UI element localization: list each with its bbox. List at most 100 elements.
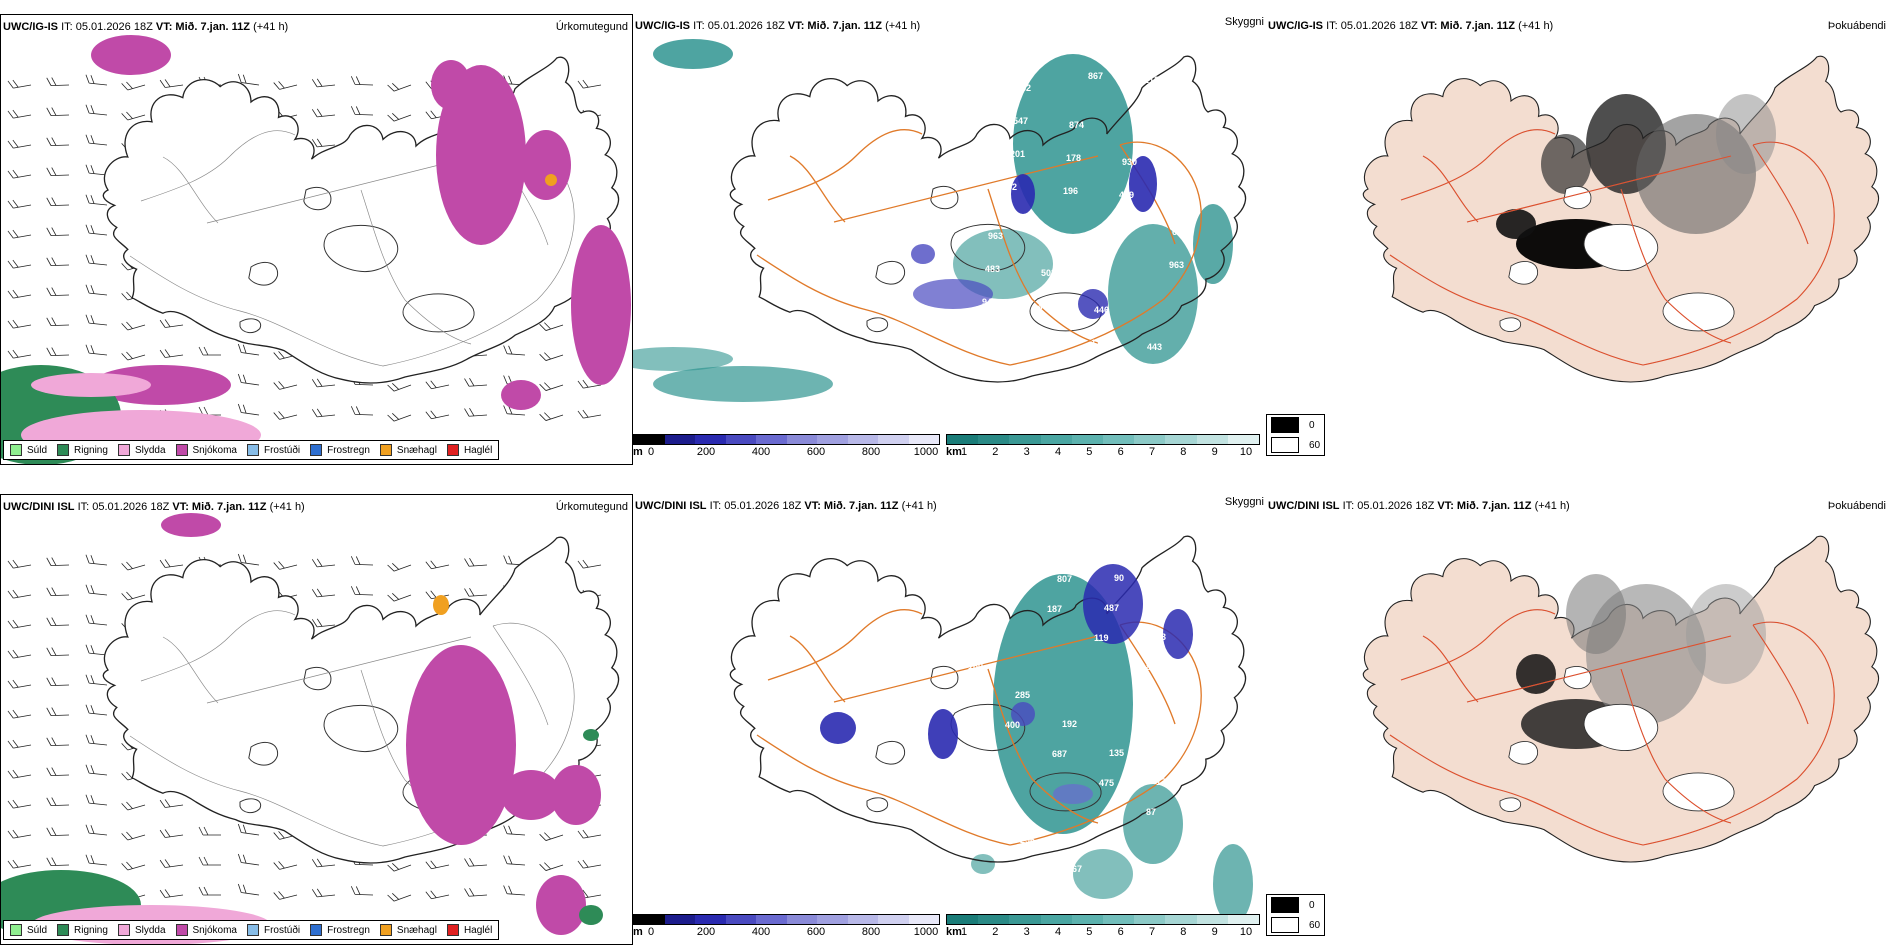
fog-area bbox=[1516, 654, 1556, 694]
legend-swatch bbox=[175, 924, 188, 936]
data-area bbox=[521, 130, 571, 200]
visibility-label: 244 bbox=[973, 806, 988, 816]
legend-swatch bbox=[246, 444, 259, 456]
cloud-key-label: 60 bbox=[1309, 439, 1321, 451]
wind-barb bbox=[464, 858, 488, 867]
colorbar-tick: 0 bbox=[647, 446, 655, 458]
colorbar-tick: 1 bbox=[960, 926, 968, 938]
colorbar-tick: 1000 bbox=[913, 926, 939, 938]
colorbar-unit: m bbox=[633, 926, 643, 938]
wind-barb bbox=[46, 197, 70, 207]
visibility-label: 209 bbox=[1197, 112, 1212, 122]
wind-barb bbox=[85, 854, 108, 866]
visibility-label: 296 bbox=[1020, 835, 1035, 845]
wind-barb bbox=[121, 81, 146, 91]
wind-barb bbox=[503, 405, 526, 416]
precip-legend: Súld Rigning Slydda Snjókoma Frostúði Frostre… bbox=[3, 920, 500, 940]
wind-barb bbox=[46, 227, 70, 237]
data-area bbox=[928, 709, 958, 759]
cloud-key-swatch bbox=[1271, 917, 1299, 933]
legend-item: Frostregn bbox=[310, 924, 370, 936]
panel-header: UWC/DINI ISL IT: 05.01.2026 18Z VT: Mið.… bbox=[1268, 500, 1570, 512]
visibility-label: 487 bbox=[1104, 603, 1119, 613]
wind-barb bbox=[7, 829, 32, 839]
colorbar-tick: 8 bbox=[1180, 926, 1187, 938]
wind-barb bbox=[311, 378, 336, 388]
legend-item: Snjókoma bbox=[175, 444, 237, 456]
colorbar-tick: 9 bbox=[1211, 446, 1218, 458]
colorbar-tick: 3 bbox=[1023, 446, 1030, 458]
wind-barb bbox=[159, 319, 184, 328]
fog-panel-top: UWC/IG-IS IT: 05.01.2026 18Z VT: Mið. 7.… bbox=[1266, 14, 1900, 465]
colorbar-tick: 1000 bbox=[913, 446, 939, 458]
wind-barb bbox=[121, 321, 146, 331]
visibility-label: 962 bbox=[1016, 83, 1031, 93]
visibility-label: 814 bbox=[1035, 334, 1050, 344]
wind-barb bbox=[425, 890, 450, 900]
data-area bbox=[501, 770, 561, 820]
wind-barb bbox=[237, 553, 260, 566]
wind-barb bbox=[350, 886, 374, 896]
cloud-key-swatch bbox=[1271, 897, 1299, 913]
wind-barb bbox=[237, 403, 260, 416]
visibility-label: 19 bbox=[1161, 602, 1171, 612]
wind-barb bbox=[503, 855, 526, 866]
legend-item: Snjókoma bbox=[175, 924, 237, 936]
wind-barb bbox=[539, 352, 564, 361]
visibility-label: 483 bbox=[985, 264, 1000, 274]
wind-barb bbox=[350, 106, 374, 116]
visibility-label: 983 bbox=[963, 46, 978, 56]
colorbar-tick: 600 bbox=[806, 446, 826, 458]
wind-barb bbox=[7, 799, 32, 809]
wind-barb bbox=[539, 322, 564, 331]
wind-barb bbox=[159, 889, 184, 898]
visibility-label: 95 bbox=[1194, 145, 1204, 155]
visibility-label: 489 bbox=[1119, 190, 1134, 200]
colorbar-unit: m bbox=[633, 446, 643, 458]
colorbar-tick: 0 bbox=[647, 926, 655, 938]
visibility-label: 411 bbox=[1010, 865, 1025, 875]
legend-swatch bbox=[446, 444, 459, 456]
wind-barb bbox=[503, 345, 526, 356]
colorbar-segment bbox=[817, 915, 848, 924]
legend-label: Slydda bbox=[134, 924, 166, 936]
wind-barb bbox=[46, 827, 70, 837]
data-area bbox=[536, 875, 586, 935]
cloud-key-item: 0 bbox=[1267, 895, 1324, 915]
precip-legend: Súld Rigning Slydda Snjókoma Frostúði Frostre… bbox=[3, 440, 500, 460]
wind-barb bbox=[46, 677, 70, 687]
wind-barb bbox=[46, 167, 70, 177]
cloud-key-swatch bbox=[1271, 417, 1299, 433]
colorbar-tick: 800 bbox=[861, 926, 881, 938]
colorbar-segment bbox=[817, 435, 848, 444]
wind-barb bbox=[464, 588, 488, 597]
data-area bbox=[971, 854, 995, 874]
colorbar-segment bbox=[634, 435, 665, 444]
colorbar-tick: 10 bbox=[1239, 446, 1253, 458]
legend-item: Snæhagl bbox=[379, 924, 437, 936]
wind-barb bbox=[46, 707, 70, 717]
legend-label: Haglél bbox=[463, 924, 493, 936]
colorbar-segment bbox=[1165, 915, 1197, 924]
wind-barb bbox=[159, 349, 184, 358]
wind-barb bbox=[85, 644, 108, 656]
legend-label: Snjókoma bbox=[192, 924, 237, 936]
fog-area bbox=[1541, 134, 1591, 194]
visibility-label: 930 bbox=[1122, 157, 1137, 167]
wind-barb bbox=[7, 769, 32, 779]
data-area bbox=[571, 225, 631, 385]
colorbar-tick: 6 bbox=[1117, 926, 1124, 938]
wind-barb bbox=[85, 704, 108, 716]
colorbar-tick: 7 bbox=[1148, 926, 1156, 938]
data-area bbox=[31, 373, 151, 397]
wind-barb bbox=[7, 559, 32, 569]
wind-barb bbox=[577, 559, 602, 569]
wind-barb bbox=[7, 199, 32, 209]
fog-panel-bottom: UWC/DINI ISL IT: 05.01.2026 18Z VT: Mið.… bbox=[1266, 494, 1900, 945]
wind-barb bbox=[237, 373, 260, 386]
colorbar-tick: 6 bbox=[1117, 446, 1124, 458]
wind-barb bbox=[273, 381, 298, 390]
colorbar bbox=[946, 434, 1260, 445]
colorbar-segment bbox=[847, 915, 878, 924]
colorbar-segment bbox=[1227, 915, 1260, 924]
